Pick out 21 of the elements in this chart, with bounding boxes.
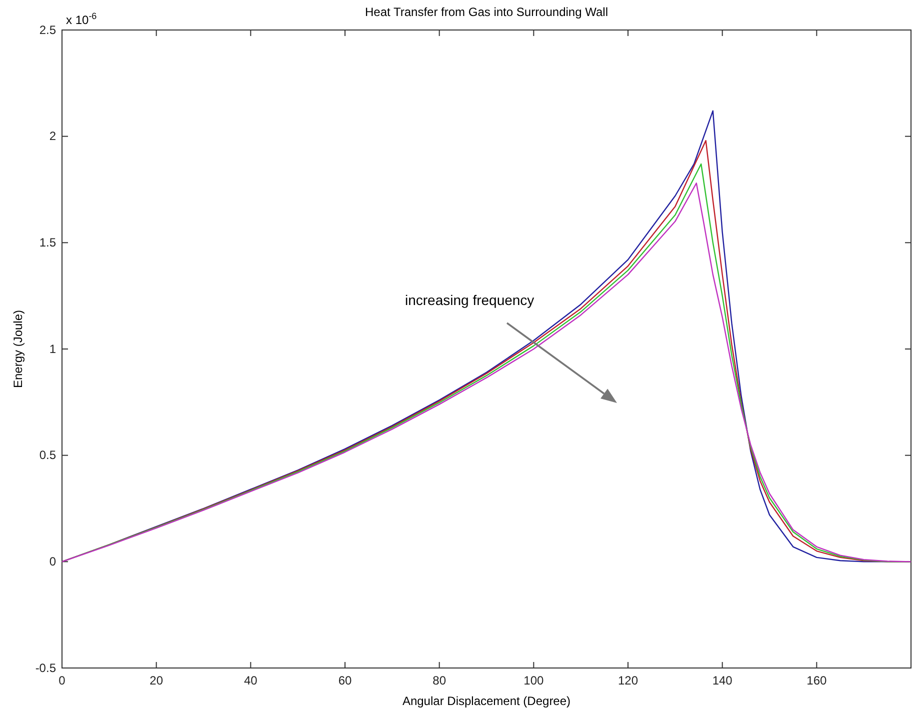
x-tick-label: 60 (338, 674, 352, 688)
y-tick-label: 1 (49, 342, 56, 356)
y-tick-label: 2 (49, 129, 56, 144)
x-axis-title: Angular Displacement (Degree) (402, 694, 571, 708)
x-tick-label: 100 (524, 674, 544, 688)
y-axis-title: Energy (Joule) (11, 310, 25, 388)
y-tick-label: -0.5 (35, 660, 56, 675)
x-tick-label: 140 (712, 674, 733, 688)
annotation: increasing frequency (405, 292, 534, 308)
y-tick-label: 0.5 (39, 448, 56, 462)
y-tick-label: 1.5 (39, 236, 56, 250)
text: x 10$^{-6}$ (66, 11, 97, 27)
x-tick-label: 120 (618, 674, 638, 688)
chart-title: Heat Transfer from Gas into Surrounding Wall (365, 5, 608, 19)
y-tick-label: 2.5 (39, 22, 56, 37)
x-tick-label: 80 (432, 674, 446, 688)
x-tick-label: 40 (244, 674, 258, 688)
x-tick-label: 0 (58, 674, 66, 688)
x-tick-label: 20 (150, 674, 164, 688)
y-tick-label: 0 (49, 554, 56, 569)
x-tick-label: 160 (806, 674, 827, 688)
